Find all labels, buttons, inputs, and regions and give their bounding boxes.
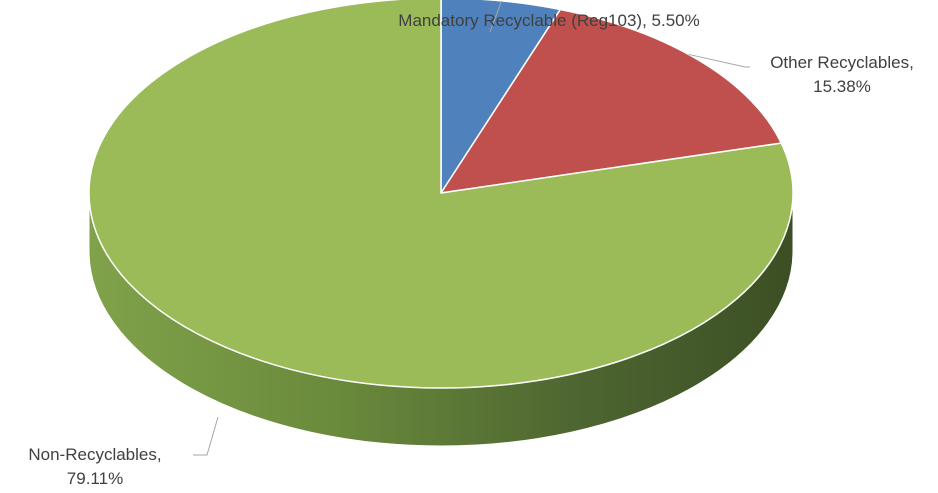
data-label-1-line-1: 15.38% bbox=[813, 77, 871, 96]
pie-slices bbox=[88, 0, 794, 389]
data-label-2-line-1: 79.11% bbox=[67, 469, 123, 488]
pie-slice-1 bbox=[440, 8, 783, 194]
pie-slice-2 bbox=[88, 0, 794, 389]
data-label-1-line-0: Other Recyclables, bbox=[770, 53, 914, 72]
leader-line-2 bbox=[193, 416, 219, 456]
leader-line-0 bbox=[489, 0, 502, 33]
leader-lines bbox=[193, 0, 750, 456]
data-labels: Mandatory Recyclable (Reg103), 5.50% Othe… bbox=[28, 11, 913, 488]
data-label-2-line-0: Non-Recyclables, bbox=[28, 445, 161, 464]
data-label-0-line-0: Mandatory Recyclable (Reg103), 5.50% bbox=[398, 11, 699, 30]
leader-line-1 bbox=[688, 53, 750, 68]
